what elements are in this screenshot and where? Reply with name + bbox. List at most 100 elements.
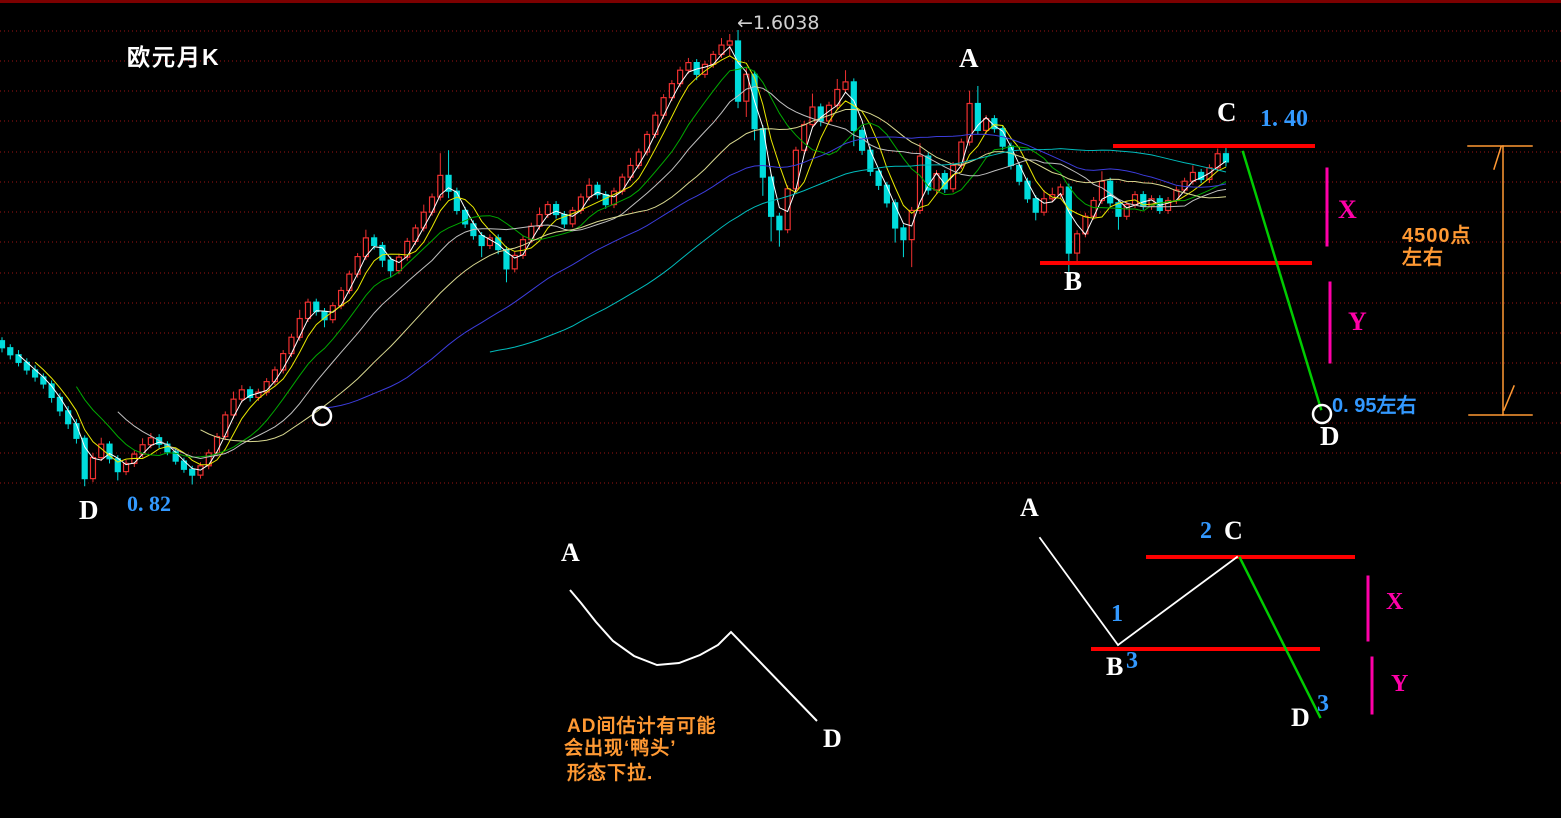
candle-body: [462, 209, 469, 225]
candle-body: [1032, 198, 1039, 213]
candle-body: [983, 118, 990, 131]
candle-body: [296, 317, 303, 338]
ma-line-3: [18, 45, 1227, 471]
candle-body: [98, 443, 105, 459]
x-y-span-markers: [1325, 167, 1374, 715]
ma-line-15: [117, 86, 1227, 460]
candle-body: [916, 155, 924, 212]
candle-body: [321, 310, 328, 321]
diagram-3a-label: 3: [1126, 648, 1138, 674]
sketch-note-line3: 形态下拉.: [567, 763, 654, 784]
support-resistance-lines: [1040, 144, 1355, 651]
candle-body: [147, 437, 154, 446]
candle-body: [230, 398, 237, 416]
point-a-label: A: [959, 43, 979, 73]
ma-line-5: [34, 55, 1227, 466]
left-low-d-label: D: [79, 495, 99, 525]
candle-body: [453, 190, 460, 212]
candle-body: [478, 234, 485, 247]
diagram-a-label: A: [1020, 493, 1039, 522]
candle-body: [288, 336, 295, 355]
drop-estimate-line1: 4500点: [1402, 225, 1472, 247]
candle-body: [768, 176, 775, 217]
candle-body: [271, 369, 279, 383]
candle-body: [726, 40, 733, 46]
candle-body: [743, 73, 750, 102]
point-b-label: B: [1064, 266, 1083, 296]
candle-body: [437, 174, 444, 198]
candle-body: [346, 273, 353, 292]
candle-body: [801, 123, 808, 151]
ma-line-60: [489, 148, 1227, 353]
candle-body: [668, 83, 675, 99]
peak-price-label: ←1.6038: [737, 12, 820, 34]
candle-body: [379, 244, 386, 261]
candle-body: [594, 184, 601, 196]
candle-body: [122, 462, 130, 473]
candle-body: [685, 62, 692, 71]
d-target-value: 0. 95左右: [1332, 395, 1417, 417]
candle-body: [1214, 153, 1221, 169]
candle-body: [48, 383, 55, 399]
measurement-bracket: [1467, 145, 1533, 416]
diagram-d-label: D: [1291, 703, 1310, 732]
candle-body: [966, 102, 973, 143]
candle-body: [213, 435, 221, 454]
candle-body: [354, 255, 361, 275]
diagram-1-label: 1: [1111, 601, 1123, 627]
candle-body: [106, 443, 113, 460]
diagram-b-label: B: [1106, 652, 1124, 681]
diagram-y-label: Y: [1391, 671, 1409, 697]
candle-body: [15, 354, 22, 363]
candle-body: [1189, 171, 1196, 182]
sketch-note-line1: AD间估计有可能: [567, 716, 717, 737]
sketch-note-line2: 会出现‘鸭头’: [564, 738, 677, 759]
candle-body: [1073, 233, 1081, 254]
candle-body: [652, 114, 659, 136]
candle-body: [586, 184, 593, 198]
candle-body: [395, 256, 403, 272]
candle-body: [635, 151, 642, 167]
candle-body: [387, 259, 394, 272]
ma-line-40: [324, 133, 1227, 409]
candle-body: [247, 389, 254, 399]
candle-body: [81, 437, 88, 480]
candle-body: [222, 414, 229, 438]
point-c-label: C: [1217, 97, 1237, 127]
point-d-label: D: [1320, 421, 1340, 451]
candle-body: [445, 174, 452, 192]
candle-body: [371, 237, 378, 247]
candle-body: [486, 237, 494, 247]
candle-body: [280, 352, 287, 371]
candle-body: [883, 184, 890, 204]
candle-body: [817, 106, 824, 122]
candle-body: [313, 301, 320, 313]
chart-title: 欧元月K: [127, 44, 221, 70]
candle-body: [643, 133, 651, 153]
candle-body: [875, 170, 882, 186]
y-span-label: Y: [1348, 307, 1367, 336]
candle-body: [73, 423, 80, 439]
x-span-label: X: [1338, 195, 1357, 224]
candle-body: [205, 452, 212, 467]
candle-body: [776, 215, 783, 231]
duck-head-sketch-curve: [569, 589, 818, 722]
projection-lines: [1238, 150, 1323, 719]
candle-body: [809, 106, 816, 126]
candle-body: [511, 254, 518, 270]
candle-body: [238, 389, 245, 400]
candle-body: [304, 301, 312, 320]
candle-body: [519, 239, 527, 257]
candle-body: [569, 209, 576, 225]
candle-body: [1098, 180, 1106, 202]
left-low-value: 0. 82: [127, 491, 171, 516]
candle-body: [1057, 186, 1064, 196]
ma-line-25: [200, 108, 1227, 443]
candle-body: [255, 391, 262, 399]
candle-body: [1222, 153, 1230, 163]
diagram-2-label: 2: [1200, 518, 1212, 544]
candle-body: [842, 81, 849, 91]
candle-body: [734, 40, 742, 102]
candle-body: [7, 347, 14, 356]
